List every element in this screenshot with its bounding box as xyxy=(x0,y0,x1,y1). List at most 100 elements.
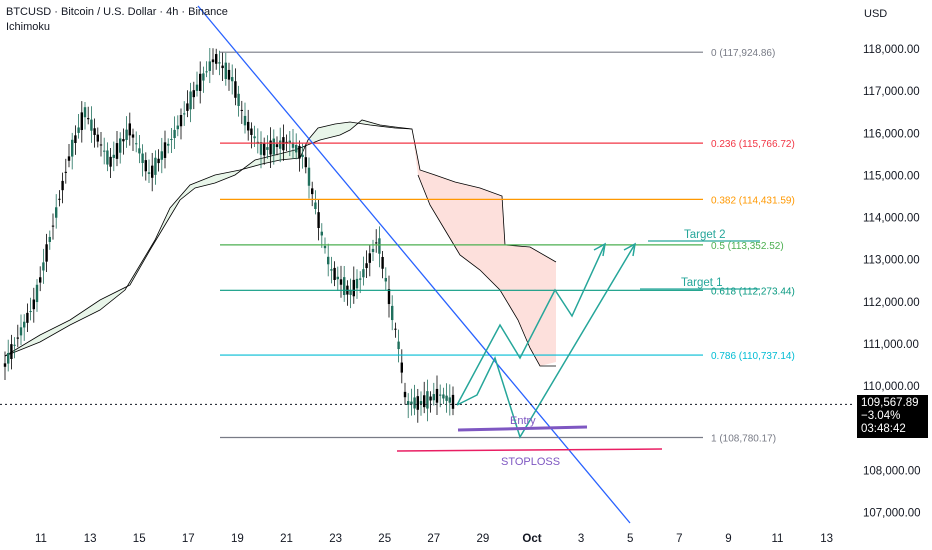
candle-body xyxy=(151,165,154,178)
x-tick-label: 11 xyxy=(35,533,47,545)
y-tick-label: 110,000.00 xyxy=(863,381,920,393)
last-price-value: 109,567.89 xyxy=(861,397,919,409)
y-tick-label: 117,000.00 xyxy=(863,86,920,98)
candle-body xyxy=(442,394,445,399)
chart-title: BTCUSD · Bitcoin / U.S. Dollar · 4h · Bi… xyxy=(6,6,228,18)
candle-body xyxy=(400,362,403,373)
x-tick-label: 29 xyxy=(477,533,490,545)
candle-body xyxy=(199,73,202,91)
candle-body xyxy=(202,73,205,81)
candle-body xyxy=(311,188,314,195)
fib-label-0: 0 (117,924.86) xyxy=(711,48,775,59)
x-tick-label: 11 xyxy=(772,533,784,545)
candle-body xyxy=(135,143,138,145)
trendline xyxy=(197,5,631,524)
candle-body xyxy=(439,394,442,396)
candle-body xyxy=(74,135,77,143)
candle-body xyxy=(320,231,323,236)
cloud-span-a xyxy=(4,119,557,357)
candle-body xyxy=(272,138,275,155)
y-tick-label: 111,000.00 xyxy=(863,339,919,351)
candle-body xyxy=(240,109,243,111)
last-price-change: −3.04% xyxy=(861,410,901,422)
candle-body xyxy=(32,299,35,310)
entry-line xyxy=(457,425,588,432)
y-tick-label: 114,000.00 xyxy=(863,213,920,225)
candle-body xyxy=(378,238,381,254)
x-tick-label: 3 xyxy=(578,533,584,545)
fib-label-0.618: 0.618 (112,273.44) xyxy=(711,286,795,297)
candle-body xyxy=(10,344,13,359)
cloud-red xyxy=(412,129,556,366)
candle-body xyxy=(218,62,221,64)
projection-path-1 xyxy=(456,243,606,406)
currency-label[interactable]: USD xyxy=(864,8,888,20)
candle-body xyxy=(327,256,330,265)
stoploss-label: STOPLOSS xyxy=(501,456,560,468)
x-tick-label: 9 xyxy=(725,533,731,545)
candle-body xyxy=(141,153,144,164)
candle-body xyxy=(106,150,109,165)
candle-body xyxy=(138,148,141,154)
candle-body xyxy=(93,128,96,135)
entry-label: Entry xyxy=(510,415,536,427)
candle-body xyxy=(330,269,333,271)
y-tick-label: 113,000.00 xyxy=(863,255,920,267)
candle-body xyxy=(371,248,375,253)
candle-body xyxy=(291,142,295,148)
candle-body xyxy=(368,253,371,263)
candle-body xyxy=(7,353,10,364)
candle-body xyxy=(375,242,378,244)
candle-body xyxy=(183,113,186,115)
indicator-label[interactable]: Ichimoku xyxy=(6,21,51,33)
candle-body xyxy=(96,134,99,142)
candle-body xyxy=(247,121,250,131)
candle-body xyxy=(394,328,397,330)
candle-body xyxy=(448,397,451,403)
candle-body xyxy=(419,401,423,405)
arrow-head-1 xyxy=(593,242,606,257)
fib-label-0.382: 0.382 (114,431.59) xyxy=(711,195,795,206)
fib-label-0.5: 0.5 (113,352.52) xyxy=(711,241,784,252)
candle-body xyxy=(317,212,320,229)
candle-body xyxy=(269,140,272,155)
candle-body xyxy=(147,172,151,174)
candle-body xyxy=(314,202,317,210)
fib-label-1: 1 (108,780.17) xyxy=(711,434,776,445)
candle-body xyxy=(266,147,269,150)
candle-body xyxy=(189,91,192,110)
candle-body xyxy=(231,77,234,82)
y-tick-label: 118,000.00 xyxy=(863,44,920,56)
candle-body xyxy=(423,395,426,408)
candle-body xyxy=(336,276,339,280)
candle-body xyxy=(227,69,231,80)
x-tick-label: Oct xyxy=(522,533,541,545)
x-tick-label: 13 xyxy=(84,533,97,545)
candle-body xyxy=(173,129,176,139)
candle-body xyxy=(215,54,218,64)
candle-body xyxy=(67,156,71,161)
candle-body xyxy=(426,391,429,409)
cloud-span-b xyxy=(4,121,413,357)
candle-body xyxy=(295,144,298,153)
candle-body xyxy=(397,341,400,350)
candle-body xyxy=(391,305,394,321)
candle-body xyxy=(157,158,160,164)
candle-body xyxy=(19,327,23,336)
candle-body xyxy=(451,394,455,409)
candle-body xyxy=(387,289,391,305)
candle-body xyxy=(192,90,195,98)
candle-body xyxy=(109,156,112,167)
candle-body xyxy=(243,115,247,126)
candle-body xyxy=(87,118,90,120)
y-tick-label: 116,000.00 xyxy=(863,128,920,140)
candle-body xyxy=(122,139,125,142)
projection-path-2 xyxy=(456,243,636,439)
candle-body xyxy=(99,144,103,146)
candle-body xyxy=(179,115,183,127)
x-tick-label: 21 xyxy=(280,533,293,545)
candle-body xyxy=(362,269,365,278)
x-tick-label: 23 xyxy=(329,533,342,545)
